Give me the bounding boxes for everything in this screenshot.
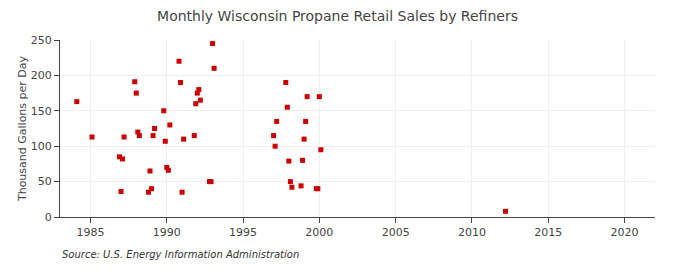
svg-text:Thousand Gallons per Day: Thousand Gallons per Day: [16, 55, 29, 202]
svg-text:2020: 2020: [610, 226, 638, 239]
svg-text:2005: 2005: [382, 226, 410, 239]
svg-text:200: 200: [31, 69, 52, 82]
svg-text:2015: 2015: [534, 226, 562, 239]
svg-text:250: 250: [31, 34, 52, 47]
svg-text:1990: 1990: [153, 226, 181, 239]
svg-text:100: 100: [31, 140, 52, 153]
svg-text:150: 150: [31, 105, 52, 118]
svg-text:2000: 2000: [305, 226, 333, 239]
svg-text:Source: U.S. Energy Informatio: Source: U.S. Energy Information Administ…: [62, 249, 299, 260]
svg-text:0: 0: [45, 211, 52, 224]
svg-text:Monthly Wisconsin Propane Reta: Monthly Wisconsin Propane Retail Sales b…: [157, 8, 518, 24]
svg-text:50: 50: [38, 175, 52, 188]
svg-text:1995: 1995: [229, 226, 257, 239]
svg-text:2010: 2010: [458, 226, 486, 239]
svg-text:1985: 1985: [77, 226, 105, 239]
